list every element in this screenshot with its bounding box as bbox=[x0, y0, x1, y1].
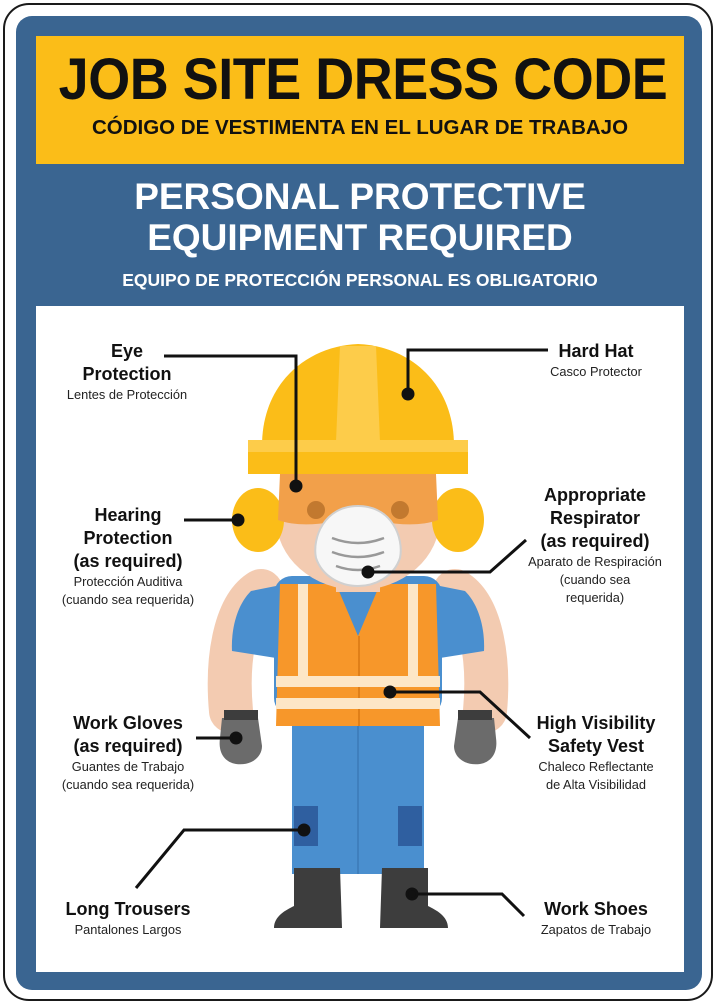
right-knee-pad bbox=[398, 806, 422, 846]
page-title: JOB SITE DRESS CODE bbox=[58, 47, 668, 112]
illustration-panel: Eye Protection Lentes de Protección Hear… bbox=[36, 306, 684, 972]
vest-reflective-stripe-upper bbox=[276, 676, 440, 687]
hard-hat-brim bbox=[248, 440, 468, 454]
section-title: PERSONAL PROTECTIVE EQUIPMENT REQUIRED bbox=[36, 176, 684, 258]
vest-reflective-stripe-lower bbox=[276, 698, 440, 709]
label-hard-hat: Hard Hat Casco Protector bbox=[550, 341, 642, 379]
right-sleeve bbox=[430, 584, 485, 658]
label-long-trousers: Long Trousers Pantalones Largos bbox=[65, 899, 191, 937]
worker-illustration bbox=[134, 344, 548, 928]
section-title-line1: PERSONAL PROTECTIVE bbox=[134, 176, 586, 217]
label-work-shoes: Work Shoes Zapatos de Trabajo bbox=[540, 899, 652, 937]
leader-eye bbox=[164, 354, 298, 484]
left-ear-muff bbox=[232, 488, 284, 552]
label-safety-vest: High Visibility Safety Vest Chaleco Refl… bbox=[536, 713, 656, 792]
left-boot bbox=[274, 868, 342, 928]
leader-hardhat bbox=[406, 348, 548, 392]
leader-lines bbox=[134, 348, 548, 918]
header-banner: JOB SITE DRESS CODE CÓDIGO DE VESTIMENTA… bbox=[36, 36, 684, 164]
leader-shoes bbox=[414, 892, 526, 918]
page-subtitle: CÓDIGO DE VESTIMENTA EN EL LUGAR DE TRAB… bbox=[91, 116, 629, 139]
label-hearing-protection: Hearing Protection (as required) Protecc… bbox=[61, 505, 195, 607]
right-ear-muff bbox=[432, 488, 484, 552]
label-respirator: Appropriate Respirator (as required) Apa… bbox=[528, 485, 662, 605]
left-sleeve bbox=[231, 584, 286, 658]
section-subtitle: EQUIPO DE PROTECCIÓN PERSONAL ES OBLIGAT… bbox=[122, 270, 598, 290]
label-work-gloves: Work Gloves (as required) Guantes de Tra… bbox=[61, 713, 195, 792]
leader-trousers bbox=[134, 828, 302, 889]
right-glove bbox=[454, 718, 497, 765]
leader-vest bbox=[392, 690, 532, 740]
respirator-mask bbox=[314, 504, 402, 588]
label-eye-protection: Eye Protection Lentes de Protección bbox=[66, 341, 188, 402]
leader-respirator bbox=[370, 538, 527, 574]
section-title-line2: EQUIPMENT REQUIRED bbox=[147, 217, 573, 258]
